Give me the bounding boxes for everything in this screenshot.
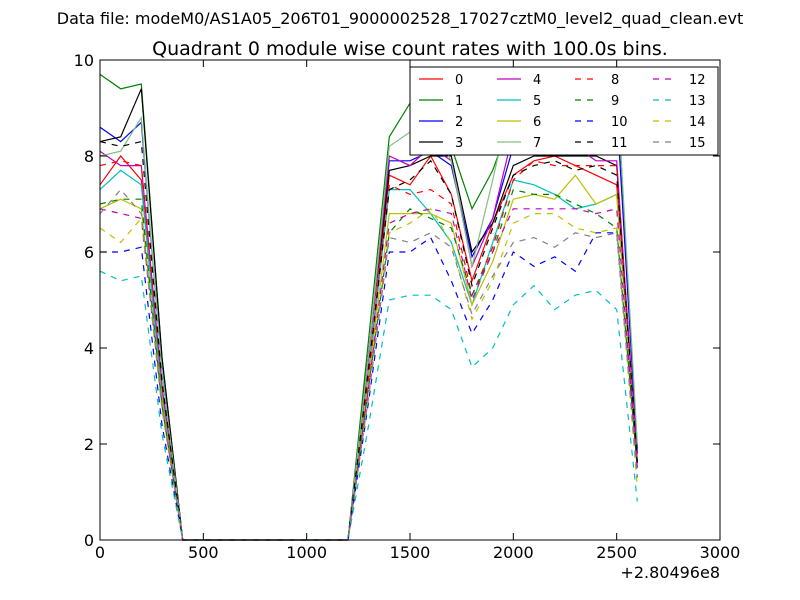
legend-label-8: 8 [611,73,619,88]
legend-label-5: 5 [533,94,541,109]
y-tick-label: 10 [74,51,94,70]
y-tick-label: 8 [84,147,94,166]
series-line-2 [99,106,638,541]
figure-suptitle: Data file: modeM0/AS1A05_206T01_90000025… [57,9,743,29]
x-tick-label: 500 [188,543,219,562]
legend-label-12: 12 [689,73,706,88]
legend-box [409,66,719,156]
legend-label-10: 10 [611,115,628,130]
series-line-8 [99,160,638,541]
legend-label-7: 7 [533,136,541,151]
y-tick-label: 4 [84,339,94,358]
legend-label-13: 13 [689,94,706,109]
legend-label-3: 3 [455,136,463,151]
chart-title: Quadrant 0 module wise count rates with … [152,38,668,60]
legend-label-11: 11 [611,136,628,151]
legend-label-1: 1 [455,94,463,109]
x-axis-offset-label: +2.80496e8 [620,563,720,582]
legend-label-6: 6 [533,115,541,130]
y-tick-label: 2 [84,435,94,454]
legend-label-14: 14 [689,115,706,130]
y-tick-label: 6 [84,243,94,262]
legend-label-9: 9 [611,94,619,109]
x-tick-label: 2500 [596,543,637,562]
x-tick-label: 1000 [286,543,327,562]
x-tick-label: 2000 [493,543,534,562]
series-line-13 [99,270,638,541]
legend-label-4: 4 [533,73,541,88]
legend-label-2: 2 [455,115,463,130]
legend-label-0: 0 [455,73,463,88]
x-tick-label: 1500 [390,543,431,562]
x-tick-label: 3000 [700,543,741,562]
x-tick-label: 0 [95,543,105,562]
y-tick-label: 0 [84,531,94,550]
legend-label-15: 15 [689,136,706,151]
series-line-3 [99,88,638,541]
series-line-9 [99,188,638,541]
